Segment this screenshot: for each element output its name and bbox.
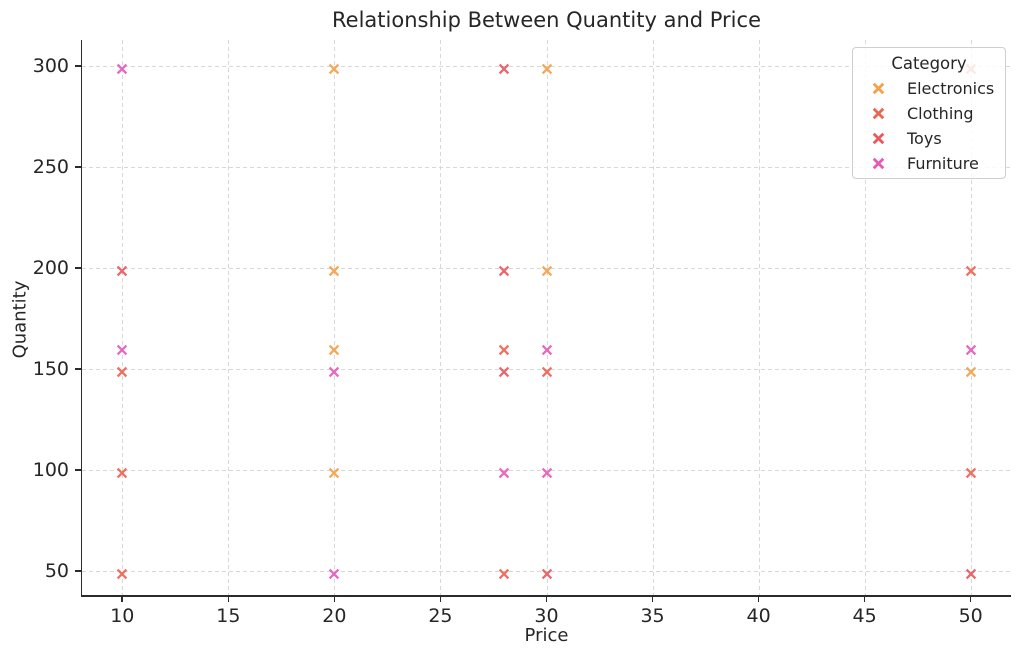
y-tick-label: 250 [32, 156, 69, 179]
y-tick-label: 150 [32, 357, 69, 380]
y-axis-label: Quantity [9, 280, 31, 359]
y-tick-label: 100 [32, 458, 69, 481]
x-tick-mark [545, 595, 548, 602]
gridline-horizontal [82, 570, 1011, 572]
legend-title: Category [891, 54, 967, 73]
gridline-horizontal [82, 368, 1011, 370]
legend-item-label: Electronics [907, 79, 995, 98]
x-axis-label: Price [524, 625, 569, 646]
x-tick-label: 20 [322, 605, 347, 627]
data-point-furniture [116, 341, 128, 355]
y-tick-mark [75, 569, 82, 572]
data-point-furniture [965, 341, 977, 355]
x-tick-label: 30 [534, 605, 559, 627]
gridline-horizontal [82, 469, 1011, 471]
data-point-furniture [116, 60, 128, 75]
x-tick-label: 35 [640, 605, 665, 627]
legend-items: Electronics Clothing Toys Furniture [853, 76, 1005, 176]
gridline-horizontal [82, 268, 1011, 270]
data-point-clothing [116, 363, 128, 378]
gridline-vertical [970, 40, 972, 595]
data-point-electronics [541, 262, 553, 277]
legend-x-marker-icon [870, 132, 886, 145]
x-tick-label: 50 [958, 605, 983, 627]
y-tick-mark [75, 368, 82, 370]
data-point-toys [498, 60, 510, 75]
data-point-furniture [541, 341, 553, 355]
legend-item-label: Clothing [907, 104, 974, 123]
x-axis-spine [80, 595, 1011, 597]
legend-item-label: Furniture [907, 154, 979, 173]
x-tick-mark [227, 595, 230, 602]
y-tick-mark [75, 267, 82, 269]
data-point-clothing [965, 262, 977, 277]
legend-item-toys: Toys [853, 126, 1005, 151]
legend-x-marker-icon [870, 107, 886, 120]
data-point-furniture [498, 464, 510, 479]
gridline-vertical [334, 40, 336, 595]
x-tick-mark [863, 595, 866, 602]
legend-item-electronics: Electronics [853, 76, 1005, 101]
gridline-vertical [440, 40, 442, 595]
x-tick-label: 15 [216, 605, 241, 627]
x-tick-mark [969, 595, 972, 602]
data-point-electronics [328, 464, 340, 479]
y-tick-mark [75, 166, 82, 168]
legend-item-label: Toys [907, 129, 942, 148]
x-tick-label: 40 [746, 605, 771, 627]
x-tick-label: 10 [110, 605, 135, 627]
gridline-vertical [758, 40, 760, 595]
legend: Category Electronics Clothing Toys Furnitur… [852, 47, 1006, 179]
gridline-vertical [652, 40, 654, 595]
y-axis-spine [80, 40, 82, 597]
data-point-furniture [328, 363, 340, 378]
data-point-electronics [328, 60, 340, 75]
y-tick-mark [75, 469, 82, 471]
data-point-clothing [965, 464, 977, 479]
data-point-clothing [498, 341, 510, 355]
legend-x-marker-icon [870, 157, 886, 170]
data-point-furniture [541, 464, 553, 479]
data-point-toys [498, 363, 510, 378]
data-point-toys [541, 565, 553, 579]
data-point-toys [498, 262, 510, 277]
x-tick-mark [333, 595, 336, 602]
data-point-clothing [116, 464, 128, 479]
y-tick-label: 200 [32, 257, 69, 280]
data-point-electronics [965, 363, 977, 378]
y-tick-label: 50 [44, 559, 69, 582]
data-point-electronics [541, 60, 553, 75]
data-point-clothing [116, 565, 128, 579]
gridline-horizontal [82, 66, 1011, 68]
chart-title: Relationship Between Quantity and Price [332, 8, 761, 32]
data-point-electronics [328, 262, 340, 277]
x-tick-label: 25 [428, 605, 453, 627]
x-tick-mark [651, 595, 654, 602]
gridline-vertical [864, 40, 866, 595]
gridline-horizontal [82, 167, 1011, 169]
data-point-clothing [541, 363, 553, 378]
gridline-vertical [546, 40, 548, 595]
gridline-vertical [122, 40, 124, 595]
legend-item-furniture: Furniture [853, 151, 1005, 176]
y-tick-label: 300 [32, 55, 69, 78]
legend-item-clothing: Clothing [853, 101, 1005, 126]
data-point-electronics [328, 341, 340, 355]
legend-x-marker-icon [870, 82, 886, 95]
data-point-furniture [328, 565, 340, 579]
data-point-toys [116, 262, 128, 277]
y-tick-mark [75, 65, 82, 68]
data-point-clothing [498, 565, 510, 579]
data-point-toys [965, 565, 977, 579]
x-tick-mark [121, 595, 124, 602]
x-tick-mark [757, 595, 760, 602]
gridline-vertical [228, 40, 230, 595]
x-tick-label: 45 [852, 605, 877, 627]
x-tick-mark [439, 595, 442, 602]
